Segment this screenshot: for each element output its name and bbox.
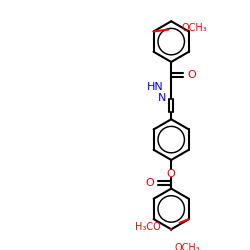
Text: OCH₃: OCH₃ bbox=[181, 23, 207, 33]
Text: O: O bbox=[146, 178, 154, 188]
Text: O: O bbox=[167, 169, 175, 179]
Text: H₃CO: H₃CO bbox=[135, 222, 161, 232]
Text: N: N bbox=[158, 93, 166, 103]
Text: OCH₃: OCH₃ bbox=[174, 243, 200, 250]
Text: O: O bbox=[188, 70, 196, 80]
Text: HN: HN bbox=[147, 82, 164, 92]
